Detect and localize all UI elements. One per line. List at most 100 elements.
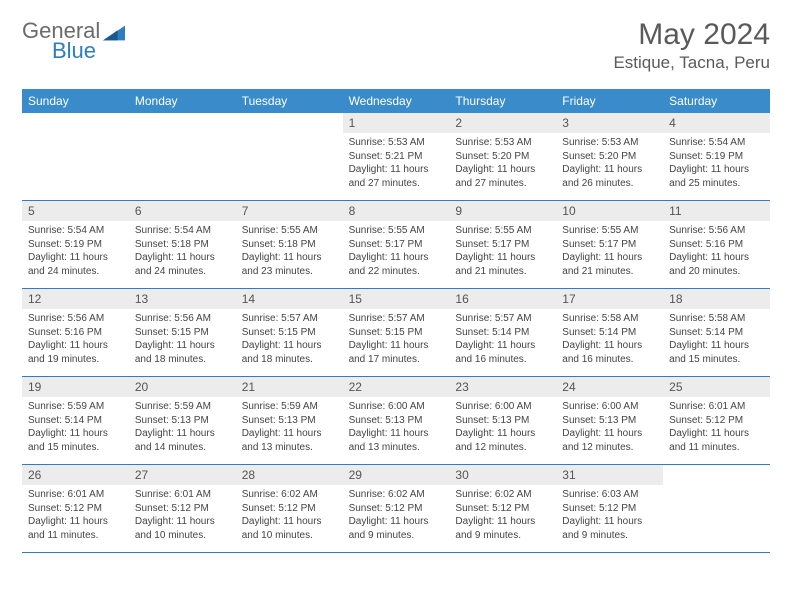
day-number: 20 <box>129 377 236 397</box>
day-cell: 25Sunrise: 6:01 AMSunset: 5:12 PMDayligh… <box>663 377 770 465</box>
weekday-header: Sunday <box>22 89 129 113</box>
day-cell: 20Sunrise: 5:59 AMSunset: 5:13 PMDayligh… <box>129 377 236 465</box>
day-info: Sunrise: 5:58 AMSunset: 5:14 PMDaylight:… <box>556 309 663 368</box>
day-info: Sunrise: 6:00 AMSunset: 5:13 PMDaylight:… <box>449 397 556 456</box>
calendar-page: GeneralBlue May 2024 Estique, Tacna, Per… <box>0 0 792 563</box>
brand-logo: GeneralBlue <box>22 18 125 64</box>
day-number: 26 <box>22 465 129 485</box>
day-info: Sunrise: 5:56 AMSunset: 5:15 PMDaylight:… <box>129 309 236 368</box>
day-cell: 23Sunrise: 6:00 AMSunset: 5:13 PMDayligh… <box>449 377 556 465</box>
day-info: Sunrise: 5:59 AMSunset: 5:13 PMDaylight:… <box>236 397 343 456</box>
day-number: 3 <box>556 113 663 133</box>
weekday-header: Monday <box>129 89 236 113</box>
day-cell: 11Sunrise: 5:56 AMSunset: 5:16 PMDayligh… <box>663 201 770 289</box>
weekday-header-row: SundayMondayTuesdayWednesdayThursdayFrid… <box>22 89 770 113</box>
day-info: Sunrise: 6:02 AMSunset: 5:12 PMDaylight:… <box>449 485 556 544</box>
day-cell: 6Sunrise: 5:54 AMSunset: 5:18 PMDaylight… <box>129 201 236 289</box>
day-info: Sunrise: 5:55 AMSunset: 5:17 PMDaylight:… <box>556 221 663 280</box>
day-cell: 13Sunrise: 5:56 AMSunset: 5:15 PMDayligh… <box>129 289 236 377</box>
day-cell: 8Sunrise: 5:55 AMSunset: 5:17 PMDaylight… <box>343 201 450 289</box>
day-info: Sunrise: 6:00 AMSunset: 5:13 PMDaylight:… <box>343 397 450 456</box>
day-number: 22 <box>343 377 450 397</box>
day-cell: 10Sunrise: 5:55 AMSunset: 5:17 PMDayligh… <box>556 201 663 289</box>
month-title: May 2024 <box>613 18 770 51</box>
day-info: Sunrise: 6:03 AMSunset: 5:12 PMDaylight:… <box>556 485 663 544</box>
day-info: Sunrise: 5:55 AMSunset: 5:18 PMDaylight:… <box>236 221 343 280</box>
empty-cell <box>663 465 770 553</box>
day-info: Sunrise: 6:02 AMSunset: 5:12 PMDaylight:… <box>343 485 450 544</box>
weekday-header: Saturday <box>663 89 770 113</box>
day-number: 5 <box>22 201 129 221</box>
day-number: 28 <box>236 465 343 485</box>
day-info: Sunrise: 5:56 AMSunset: 5:16 PMDaylight:… <box>22 309 129 368</box>
weekday-header: Thursday <box>449 89 556 113</box>
day-info: Sunrise: 5:56 AMSunset: 5:16 PMDaylight:… <box>663 221 770 280</box>
day-info: Sunrise: 5:57 AMSunset: 5:14 PMDaylight:… <box>449 309 556 368</box>
day-info: Sunrise: 6:01 AMSunset: 5:12 PMDaylight:… <box>22 485 129 544</box>
day-cell: 19Sunrise: 5:59 AMSunset: 5:14 PMDayligh… <box>22 377 129 465</box>
day-cell: 27Sunrise: 6:01 AMSunset: 5:12 PMDayligh… <box>129 465 236 553</box>
weekday-header: Friday <box>556 89 663 113</box>
day-cell: 4Sunrise: 5:54 AMSunset: 5:19 PMDaylight… <box>663 113 770 201</box>
weekday-header: Wednesday <box>343 89 450 113</box>
empty-cell <box>22 113 129 201</box>
day-cell: 21Sunrise: 5:59 AMSunset: 5:13 PMDayligh… <box>236 377 343 465</box>
day-info: Sunrise: 6:02 AMSunset: 5:12 PMDaylight:… <box>236 485 343 544</box>
day-cell: 17Sunrise: 5:58 AMSunset: 5:14 PMDayligh… <box>556 289 663 377</box>
day-cell: 5Sunrise: 5:54 AMSunset: 5:19 PMDaylight… <box>22 201 129 289</box>
day-number: 31 <box>556 465 663 485</box>
day-info: Sunrise: 6:01 AMSunset: 5:12 PMDaylight:… <box>129 485 236 544</box>
day-info: Sunrise: 5:55 AMSunset: 5:17 PMDaylight:… <box>449 221 556 280</box>
day-info: Sunrise: 5:54 AMSunset: 5:18 PMDaylight:… <box>129 221 236 280</box>
day-number: 17 <box>556 289 663 309</box>
day-info: Sunrise: 5:59 AMSunset: 5:13 PMDaylight:… <box>129 397 236 456</box>
day-number: 25 <box>663 377 770 397</box>
day-cell: 2Sunrise: 5:53 AMSunset: 5:20 PMDaylight… <box>449 113 556 201</box>
day-number: 8 <box>343 201 450 221</box>
day-number: 14 <box>236 289 343 309</box>
day-number: 30 <box>449 465 556 485</box>
title-block: May 2024 Estique, Tacna, Peru <box>613 18 770 73</box>
day-info: Sunrise: 5:53 AMSunset: 5:20 PMDaylight:… <box>556 133 663 192</box>
day-info: Sunrise: 5:53 AMSunset: 5:20 PMDaylight:… <box>449 133 556 192</box>
day-info: Sunrise: 6:01 AMSunset: 5:12 PMDaylight:… <box>663 397 770 456</box>
day-cell: 28Sunrise: 6:02 AMSunset: 5:12 PMDayligh… <box>236 465 343 553</box>
day-number: 10 <box>556 201 663 221</box>
day-cell: 9Sunrise: 5:55 AMSunset: 5:17 PMDaylight… <box>449 201 556 289</box>
day-cell: 3Sunrise: 5:53 AMSunset: 5:20 PMDaylight… <box>556 113 663 201</box>
day-number: 13 <box>129 289 236 309</box>
day-info: Sunrise: 5:58 AMSunset: 5:14 PMDaylight:… <box>663 309 770 368</box>
day-number: 21 <box>236 377 343 397</box>
day-number: 1 <box>343 113 450 133</box>
day-info: Sunrise: 5:57 AMSunset: 5:15 PMDaylight:… <box>236 309 343 368</box>
day-cell: 7Sunrise: 5:55 AMSunset: 5:18 PMDaylight… <box>236 201 343 289</box>
calendar-grid: 1Sunrise: 5:53 AMSunset: 5:21 PMDaylight… <box>22 113 770 553</box>
day-info: Sunrise: 5:55 AMSunset: 5:17 PMDaylight:… <box>343 221 450 280</box>
day-number: 16 <box>449 289 556 309</box>
day-number: 6 <box>129 201 236 221</box>
day-number: 9 <box>449 201 556 221</box>
empty-cell <box>236 113 343 201</box>
day-number: 2 <box>449 113 556 133</box>
day-cell: 14Sunrise: 5:57 AMSunset: 5:15 PMDayligh… <box>236 289 343 377</box>
day-info: Sunrise: 5:59 AMSunset: 5:14 PMDaylight:… <box>22 397 129 456</box>
day-cell: 29Sunrise: 6:02 AMSunset: 5:12 PMDayligh… <box>343 465 450 553</box>
day-cell: 30Sunrise: 6:02 AMSunset: 5:12 PMDayligh… <box>449 465 556 553</box>
day-number: 11 <box>663 201 770 221</box>
location-text: Estique, Tacna, Peru <box>613 53 770 73</box>
day-cell: 31Sunrise: 6:03 AMSunset: 5:12 PMDayligh… <box>556 465 663 553</box>
day-cell: 16Sunrise: 5:57 AMSunset: 5:14 PMDayligh… <box>449 289 556 377</box>
day-number: 29 <box>343 465 450 485</box>
day-cell: 15Sunrise: 5:57 AMSunset: 5:15 PMDayligh… <box>343 289 450 377</box>
day-info: Sunrise: 5:53 AMSunset: 5:21 PMDaylight:… <box>343 133 450 192</box>
day-cell: 1Sunrise: 5:53 AMSunset: 5:21 PMDaylight… <box>343 113 450 201</box>
brand-triangle-icon <box>103 25 125 41</box>
empty-cell <box>129 113 236 201</box>
day-number: 12 <box>22 289 129 309</box>
weekday-header: Tuesday <box>236 89 343 113</box>
day-cell: 12Sunrise: 5:56 AMSunset: 5:16 PMDayligh… <box>22 289 129 377</box>
day-cell: 24Sunrise: 6:00 AMSunset: 5:13 PMDayligh… <box>556 377 663 465</box>
day-info: Sunrise: 6:00 AMSunset: 5:13 PMDaylight:… <box>556 397 663 456</box>
day-cell: 26Sunrise: 6:01 AMSunset: 5:12 PMDayligh… <box>22 465 129 553</box>
day-cell: 18Sunrise: 5:58 AMSunset: 5:14 PMDayligh… <box>663 289 770 377</box>
